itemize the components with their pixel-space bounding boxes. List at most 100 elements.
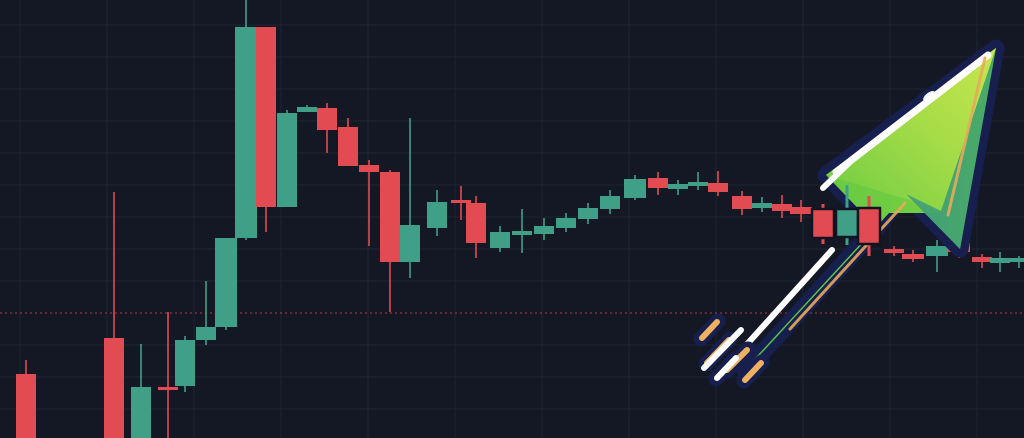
candle-body xyxy=(624,179,646,198)
candle-body xyxy=(708,183,728,192)
candle-body xyxy=(688,182,708,186)
candlestick[interactable] xyxy=(556,213,576,232)
speed-line-amber-1 xyxy=(699,319,720,341)
candlestick[interactable] xyxy=(427,190,447,236)
candle-body xyxy=(578,208,598,219)
candlestick[interactable] xyxy=(668,180,688,195)
candlestick[interactable] xyxy=(451,186,471,220)
candlestick[interactable] xyxy=(1010,256,1024,268)
candle-body xyxy=(490,232,510,248)
candlestick[interactable] xyxy=(277,110,297,207)
arrow-amber-accent-head xyxy=(946,56,987,217)
candlestick[interactable] xyxy=(256,27,276,232)
arrow-highlight-dot-large xyxy=(923,91,935,101)
candlestick[interactable] xyxy=(810,204,836,244)
candlestick[interactable] xyxy=(490,226,510,252)
candlestick[interactable] xyxy=(856,196,882,256)
arrow-shaft-white-streak xyxy=(737,247,835,355)
candle-body xyxy=(732,196,752,209)
candle-body xyxy=(752,203,772,208)
candle-body xyxy=(512,231,532,235)
candle-body xyxy=(600,196,620,209)
arrow-speed-lines xyxy=(693,313,770,389)
candlestick[interactable] xyxy=(175,336,195,392)
speed-line-white-1 xyxy=(701,327,744,371)
candlestick[interactable] xyxy=(648,172,668,195)
candle-body xyxy=(772,204,792,211)
candle-body xyxy=(131,387,151,438)
candlestick-series xyxy=(16,0,1024,438)
candlestick[interactable] xyxy=(158,312,178,438)
candlestick[interactable] xyxy=(990,252,1010,272)
candlestick[interactable] xyxy=(752,197,772,212)
candle-body xyxy=(277,113,297,207)
candle-body xyxy=(380,172,400,262)
candlestick[interactable] xyxy=(196,281,216,345)
candlestick[interactable] xyxy=(380,170,400,312)
candlestick[interactable] xyxy=(624,175,646,200)
candle-body xyxy=(338,127,358,166)
speed-line-amber-4 xyxy=(742,360,764,383)
candle-body xyxy=(834,207,860,239)
candlestick[interactable] xyxy=(708,171,728,196)
candlestick[interactable] xyxy=(317,103,337,153)
candle-body xyxy=(16,374,36,438)
candle-body xyxy=(256,27,276,207)
candle-body xyxy=(790,207,812,214)
candle-body xyxy=(196,327,216,340)
candlestick[interactable] xyxy=(359,160,379,246)
candle-body xyxy=(317,108,337,130)
candle-body xyxy=(648,178,668,188)
candle-body xyxy=(1010,258,1024,262)
candle-body xyxy=(359,165,379,172)
candle-body xyxy=(990,258,1010,263)
candlestick[interactable] xyxy=(790,200,812,222)
candlestick[interactable] xyxy=(131,344,151,438)
arrow-head-light xyxy=(826,48,996,211)
candle-body xyxy=(297,107,317,112)
candlestick[interactable] xyxy=(297,105,317,112)
candlestick[interactable] xyxy=(902,250,924,262)
candle-body xyxy=(466,203,486,243)
candle-body xyxy=(972,257,992,262)
candlestick[interactable] xyxy=(400,118,420,278)
arrow-gloss-highlight xyxy=(832,51,992,176)
candle-body xyxy=(104,338,124,438)
candle-body xyxy=(668,184,688,189)
candlestick[interactable] xyxy=(512,209,532,253)
candle-body xyxy=(902,254,924,259)
candlestick[interactable] xyxy=(235,0,257,240)
candlestick[interactable] xyxy=(884,246,904,256)
candlestick[interactable] xyxy=(972,254,992,268)
candle-body xyxy=(215,238,237,327)
candlestick[interactable] xyxy=(16,360,36,438)
candle-body xyxy=(856,206,882,246)
candle-body xyxy=(534,226,554,234)
candle-body xyxy=(158,387,178,390)
arrow-amber-accent-shaft xyxy=(788,201,907,331)
candlestick[interactable] xyxy=(578,203,598,224)
candlestick[interactable] xyxy=(600,190,620,214)
candle-body xyxy=(451,200,471,203)
candlestick[interactable] xyxy=(926,240,948,272)
candlestick[interactable] xyxy=(466,196,486,258)
candlestick[interactable] xyxy=(688,172,708,190)
candlestick[interactable] xyxy=(338,118,358,166)
candlestick[interactable] xyxy=(215,238,237,330)
candlestick[interactable] xyxy=(732,191,752,215)
candlestick[interactable] xyxy=(534,218,554,240)
candle-body xyxy=(926,246,948,256)
candlestick[interactable] xyxy=(104,192,124,438)
candle-body xyxy=(235,27,257,238)
candle-body xyxy=(884,249,904,253)
arrow-gloss-stub xyxy=(820,159,853,191)
candle-body xyxy=(400,225,420,262)
candlestick[interactable] xyxy=(772,195,792,218)
arrow-highlight-dot-small xyxy=(943,85,949,91)
candle-body xyxy=(427,202,447,228)
candle-body xyxy=(810,207,836,240)
speed-line-white-2 xyxy=(714,355,739,381)
